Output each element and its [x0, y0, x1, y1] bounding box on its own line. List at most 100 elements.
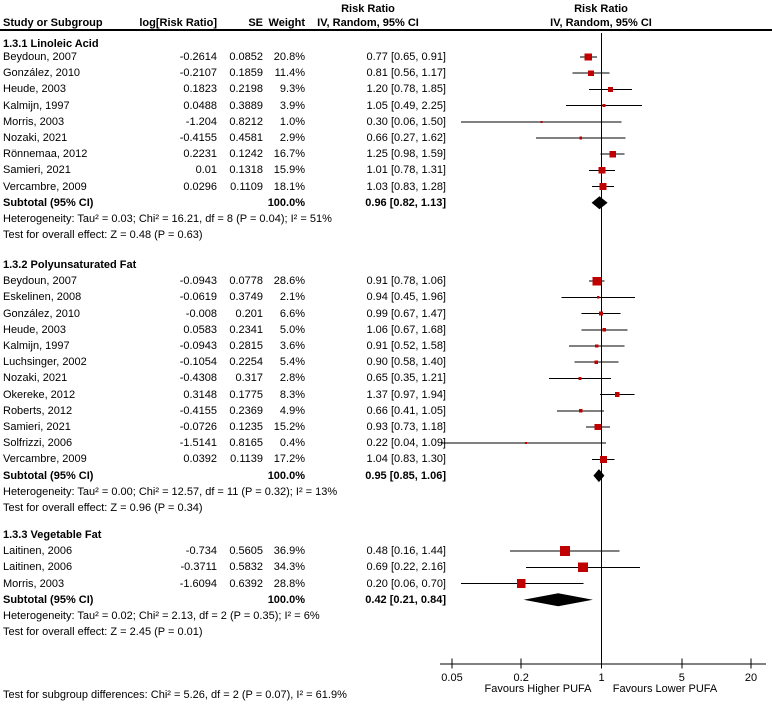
x-axis-tick-label: 0.2: [514, 672, 529, 684]
study-log-risk-ratio: -1.6094: [179, 577, 217, 590]
study-ci-text: 1.01 [0.78, 1.31]: [366, 164, 446, 177]
overall-effect-text: Test for overall effect: Z = 0.48 (P = 0…: [3, 229, 203, 242]
favours-right-label: Favours Lower PUFA: [613, 683, 718, 695]
subtotal-diamond: [591, 196, 608, 210]
effect-square: [578, 562, 588, 573]
group-title: 1.3.1 Linoleic Acid: [3, 38, 99, 50]
heterogeneity-text: Heterogeneity: Tau² = 0.00; Chi² = 12.57…: [3, 485, 338, 498]
study-weight: 11.4%: [274, 67, 305, 80]
study-weight: 17.2%: [273, 453, 305, 466]
group-title: 1.3.3 Vegetable Fat: [3, 529, 102, 541]
study-log-risk-ratio: -0.3711: [180, 561, 218, 574]
effect-square: [599, 183, 607, 191]
effect-square: [597, 296, 600, 299]
study-se: 0.3889: [229, 99, 263, 112]
study-ci-text: 1.37 [0.97, 1.94]: [366, 388, 446, 401]
study-log-risk-ratio: -0.1054: [179, 356, 217, 369]
study-ci-text: 0.81 [0.56, 1.17]: [366, 67, 446, 80]
study-se: 0.317: [235, 372, 263, 385]
study-ci-text: 0.22 [0.04, 1.09]: [366, 437, 446, 450]
effect-square: [584, 53, 593, 61]
study-weight: 5.0%: [279, 323, 305, 336]
study-ci-text: 1.03 [0.83, 1.28]: [366, 180, 446, 193]
x-axis-tick-label: 5: [679, 672, 685, 684]
study-se: 0.5605: [229, 545, 263, 558]
subtotal-weight: 100.0%: [267, 196, 305, 209]
study-label: González, 2010: [3, 307, 81, 320]
effect-square: [588, 70, 594, 76]
study-label: Rönnemaa, 2012: [3, 148, 88, 161]
study-label: Samieri, 2021: [3, 421, 71, 433]
study-se: 0.3749: [229, 291, 263, 304]
study-log-risk-ratio: -1.204: [185, 115, 217, 128]
study-label: Laitinen, 2006: [3, 561, 73, 574]
study-se: 0.0852: [229, 51, 263, 63]
study-label: González, 2010: [3, 67, 81, 80]
study-weight: 18.1%: [273, 180, 305, 193]
study-se: 0.5832: [229, 561, 263, 574]
study-se: 0.4581: [229, 132, 263, 144]
study-se: 0.1235: [229, 421, 263, 433]
study-label: Beydoun, 2007: [3, 275, 78, 288]
effect-square: [598, 167, 606, 174]
study-log-risk-ratio: 0.1823: [183, 83, 217, 96]
study-label: Okereke, 2012: [3, 388, 76, 401]
study-se: 0.1242: [229, 148, 263, 161]
study-ci-text: 0.66 [0.41, 1.05]: [366, 404, 446, 417]
study-ci-text: 1.06 [0.67, 1.68]: [366, 323, 446, 336]
effect-square: [516, 579, 526, 589]
study-log-risk-ratio: -0.734: [185, 545, 217, 558]
effect-square: [579, 136, 583, 140]
study-ci-text: 0.94 [0.45, 1.96]: [366, 291, 446, 304]
subtotal-diamond: [523, 593, 593, 607]
study-log-risk-ratio: 0.0296: [183, 180, 217, 193]
study-weight: 3.6%: [279, 340, 305, 352]
study-weight: 16.7%: [273, 148, 305, 161]
study-label: Laitinen, 2006: [3, 545, 73, 558]
study-weight: 2.9%: [279, 132, 305, 144]
effect-square: [598, 311, 604, 316]
study-weight: 15.2%: [273, 421, 305, 433]
column-header-risk-ratio-text: Risk Ratio: [341, 3, 395, 15]
effect-square: [614, 392, 620, 397]
effect-square: [540, 120, 543, 123]
study-ci-text: 0.93 [0.73, 1.18]: [366, 421, 446, 433]
study-se: 0.1139: [230, 453, 263, 466]
study-log-risk-ratio: -0.0943: [179, 340, 217, 352]
effect-square: [559, 546, 570, 557]
study-se: 0.1109: [230, 180, 263, 193]
study-label: Luchsinger, 2002: [3, 356, 87, 369]
effect-square: [578, 377, 582, 380]
study-ci-text: 1.04 [0.83, 1.30]: [366, 453, 446, 466]
study-log-risk-ratio: 0.01: [195, 164, 217, 177]
study-ci-text: 0.91 [0.52, 1.58]: [366, 340, 446, 352]
study-label: Kalmijn, 1997: [3, 99, 70, 112]
study-weight: 2.1%: [279, 291, 305, 304]
study-weight: 9.3%: [279, 83, 305, 96]
study-weight: 3.9%: [279, 99, 305, 112]
column-header-se: SE: [248, 17, 263, 29]
study-ci-text: 0.77 [0.65, 0.91]: [366, 51, 446, 63]
study-weight: 34.3%: [273, 561, 305, 574]
subtotal-label: Subtotal (95% CI): [3, 196, 94, 209]
study-ci-text: 1.05 [0.49, 2.25]: [366, 99, 446, 112]
heterogeneity-text: Heterogeneity: Tau² = 0.02; Chi² = 2.13,…: [3, 610, 320, 622]
study-label: Samieri, 2021: [3, 164, 71, 177]
study-log-risk-ratio: -0.0726: [179, 421, 217, 433]
study-label: Morris, 2003: [3, 577, 65, 590]
study-label: Beydoun, 2007: [3, 51, 78, 63]
effect-square: [578, 408, 583, 413]
subtotal-weight: 100.0%: [267, 469, 305, 482]
column-header-weight: Weight: [268, 17, 305, 29]
subtotal-label: Subtotal (95% CI): [3, 593, 94, 606]
study-weight: 6.6%: [279, 307, 305, 320]
study-log-risk-ratio: 0.3148: [183, 388, 217, 401]
study-se: 0.8212: [229, 115, 263, 128]
study-se: 0.6392: [229, 577, 263, 590]
study-se: 0.0778: [229, 275, 263, 288]
study-weight: 4.9%: [279, 404, 305, 417]
effect-square: [608, 86, 614, 92]
study-log-risk-ratio: -0.0619: [179, 291, 217, 304]
study-log-risk-ratio: -0.0943: [179, 275, 217, 288]
favours-left-label: Favours Higher PUFA: [485, 683, 593, 695]
